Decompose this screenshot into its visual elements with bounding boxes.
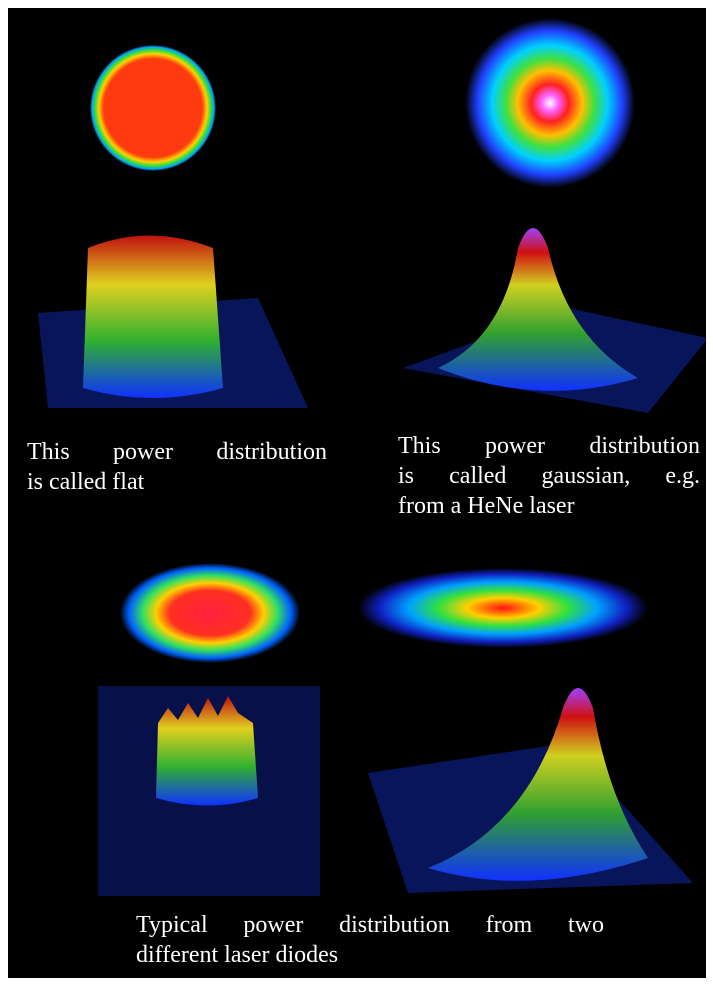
flat-plot-3d bbox=[83, 235, 223, 398]
flat-beam-2d bbox=[90, 45, 216, 171]
beam-profiles bbox=[38, 18, 706, 896]
diode1-beam-2d bbox=[120, 563, 300, 663]
caption-line: is called flat bbox=[27, 469, 145, 495]
gaussian-plot-3d bbox=[438, 228, 638, 391]
caption-line: Typical power distribution from two bbox=[136, 912, 604, 938]
diode1-plot-3d bbox=[156, 696, 258, 806]
caption-line: is called gaussian, e.g. bbox=[398, 463, 700, 489]
figure: This power distribution is called flat T… bbox=[8, 8, 706, 978]
caption-line: This power distribution bbox=[398, 433, 700, 459]
diode2-plot-3d bbox=[428, 688, 648, 881]
caption-line: This power distribution bbox=[27, 439, 327, 465]
caption-line: different laser diodes bbox=[136, 942, 339, 968]
caption-flat: This power distribution is called flat bbox=[27, 437, 327, 497]
diode2-beam-2d bbox=[358, 568, 648, 648]
caption-gaussian: This power distribution is called gaussi… bbox=[398, 431, 700, 521]
gaussian-beam-2d bbox=[465, 18, 635, 188]
caption-diodes: Typical power distribution from two diff… bbox=[136, 910, 604, 970]
caption-line: from a HeNe laser bbox=[398, 493, 575, 519]
